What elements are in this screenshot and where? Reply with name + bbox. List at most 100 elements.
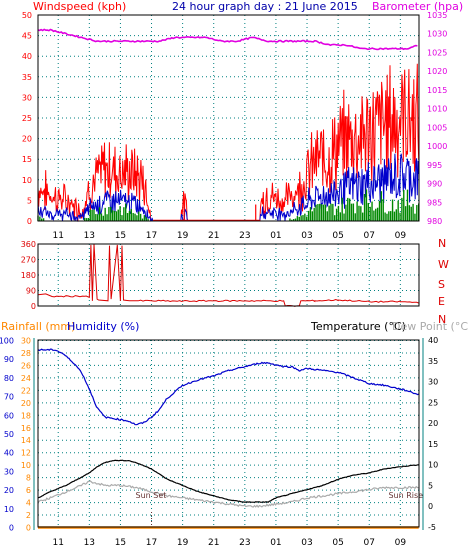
barometer-y-tick-label: 980: [427, 217, 442, 226]
x-tick-label: 17: [146, 231, 157, 241]
compass-label-e: E: [438, 295, 445, 308]
wind-y-tick-label: 35: [22, 73, 32, 82]
temperature-y-tick-label: 5: [428, 481, 433, 490]
humidity-y-tick-label: 100: [0, 337, 14, 346]
x-tick-label: 15: [115, 231, 126, 241]
barometer-y-tick-label: 1015: [427, 86, 447, 95]
rainfall-y-tick-label: 20: [21, 399, 31, 408]
x-tick-label: 01: [270, 538, 281, 548]
barometer-y-tick-label: 985: [427, 198, 442, 207]
x-tick-label: 05: [332, 231, 343, 241]
wind-y-tick-label: 50: [22, 11, 32, 20]
x-tick-label: 11: [52, 231, 63, 241]
dewpoint-axis-title: Dew Point (°C): [392, 320, 468, 333]
x-tick-label: 19: [177, 231, 189, 241]
rainfall-y-tick-label: 8: [26, 474, 31, 483]
temperature-y-tick-label: 35: [428, 357, 438, 366]
humidity-y-tick-label: 10: [4, 505, 14, 514]
rainfall-y-tick-label: 30: [21, 337, 31, 346]
wind-y-tick-label: 40: [22, 52, 32, 61]
x-tick-label: 11: [52, 538, 63, 548]
temperature-y-tick-label: 30: [428, 378, 438, 387]
sunrise-annotation: Sun Rise: [388, 491, 423, 500]
x-tick-label: 21: [208, 538, 219, 548]
temperature-axis-title: Temperature (°C): [310, 320, 406, 333]
x-tick-label: 23: [239, 231, 250, 241]
barometer-y-tick-label: 1000: [427, 142, 447, 151]
rainfall-axis-title: Rainfall (mm): [1, 320, 75, 333]
wind-barometer-chart: 0510152025303540455098098599099510001005…: [22, 11, 448, 241]
wind-y-tick-label: 10: [22, 176, 32, 185]
wind-y-tick-label: 15: [22, 155, 32, 164]
humidity-y-tick-label: 90: [4, 355, 14, 364]
x-tick-label: 07: [364, 231, 375, 241]
wind-y-tick-label: 5: [27, 196, 32, 205]
barometer-y-tick-label: 990: [427, 180, 442, 189]
rainfall-y-tick-label: 28: [21, 349, 31, 358]
x-tick-label: 19: [177, 538, 189, 548]
temperature-y-tick-label: 10: [428, 461, 438, 470]
rainfall-y-tick-label: 18: [21, 411, 31, 420]
direction-plot-frame: [37, 243, 420, 307]
dewpoint-line: [37, 480, 419, 508]
direction-y-tick-label: 90: [26, 287, 36, 296]
rainfall-y-tick-label: 10: [21, 461, 31, 470]
humidity-line: [37, 348, 419, 426]
compass-label-s: S: [438, 278, 445, 291]
x-tick-label: 13: [84, 538, 95, 548]
wind-y-tick-label: 45: [22, 32, 32, 41]
temperature-humidity-chart: 0102030405060708090100024681012141618202…: [0, 336, 438, 548]
humidity-y-tick-label: 0: [9, 524, 14, 533]
humidity-axis-title: Humidity (%): [67, 320, 139, 333]
rainfall-y-tick-label: 12: [21, 449, 31, 458]
rainfall-y-tick-label: 16: [21, 424, 31, 433]
compass-label-n: N: [438, 313, 446, 326]
rainfall-y-tick-label: 26: [21, 361, 31, 370]
x-tick-label: 09: [395, 538, 407, 548]
x-tick-label: 23: [239, 538, 250, 548]
barometer-y-tick-label: 1005: [427, 123, 447, 132]
x-tick-label: 09: [395, 231, 407, 241]
wind-y-tick-label: 25: [22, 114, 32, 123]
barometer-line: [37, 28, 418, 51]
barometer-y-tick-label: 1030: [427, 30, 447, 39]
x-tick-label: 21: [208, 231, 219, 241]
direction-y-tick-label: 180: [21, 271, 36, 280]
temperature-y-tick-label: 20: [428, 419, 438, 428]
x-tick-label: 07: [364, 538, 375, 548]
humidity-y-tick-label: 50: [4, 430, 14, 439]
rainfall-y-tick-label: 2: [26, 511, 31, 520]
barometer-y-tick-label: 995: [427, 161, 442, 170]
bottom-plot-frame: [37, 339, 420, 528]
chart-title: 24 hour graph day : 21 June 2015: [172, 0, 358, 13]
x-tick-label: 03: [301, 231, 312, 241]
wind-y-tick-label: 0: [27, 217, 32, 226]
barometer-axis-title: Barometer (hpa): [372, 0, 463, 13]
humidity-y-tick-label: 30: [4, 467, 14, 476]
barometer-y-tick-label: 1025: [427, 48, 447, 57]
rainfall-y-tick-label: 14: [21, 436, 31, 445]
humidity-y-tick-label: 20: [4, 486, 14, 495]
humidity-y-tick-label: 70: [4, 393, 14, 402]
temperature-y-tick-label: 0: [428, 502, 433, 511]
direction-y-tick-label: 360: [21, 240, 36, 249]
compass-label-n: N: [438, 237, 446, 250]
direction-y-tick-label: 270: [21, 256, 36, 265]
humidity-y-tick-label: 80: [4, 374, 14, 383]
compass-label-w: W: [438, 258, 449, 271]
windspeed-axis-title: Windspeed (kph): [33, 0, 126, 13]
x-tick-label: 15: [115, 538, 126, 548]
temperature-y-tick-label: 25: [428, 398, 438, 407]
top-plot-frame: [37, 14, 420, 222]
sunset-annotation: Sun Set: [136, 491, 167, 500]
x-tick-label: 17: [146, 538, 157, 548]
wind-y-tick-label: 30: [22, 93, 32, 102]
humidity-y-tick-label: 60: [4, 411, 14, 420]
x-tick-label: 13: [84, 231, 95, 241]
barometer-y-tick-label: 1035: [427, 11, 447, 20]
temperature-y-tick-label: 15: [428, 440, 438, 449]
temperature-line: [37, 459, 419, 503]
rainfall-y-tick-label: 0: [26, 524, 31, 533]
x-tick-label: 01: [270, 231, 281, 241]
